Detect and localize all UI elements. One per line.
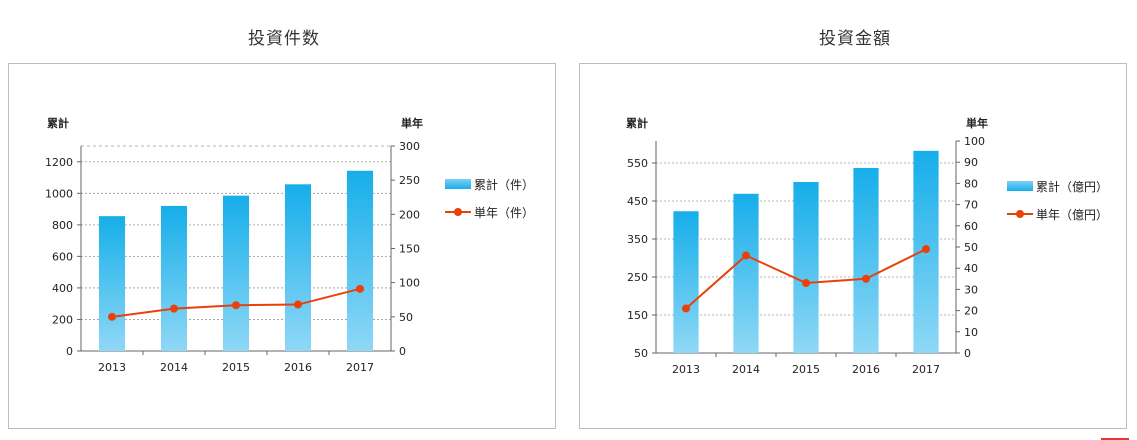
y2-tick-label: 0: [964, 347, 971, 360]
bar-2016: [853, 167, 879, 353]
corner-accent-mark: [1101, 438, 1129, 440]
y2-tick-label: 90: [964, 156, 978, 169]
y-tick-label: 0: [66, 345, 73, 358]
legend-bar-swatch: [1007, 181, 1033, 191]
x-tick-label: 2016: [852, 363, 880, 376]
chart-title-investment-count: 投資件数: [248, 29, 320, 49]
legend-label-cumulative: 累計（件）: [474, 177, 535, 192]
y-tick-label: 600: [52, 250, 73, 263]
point-2015: [802, 279, 810, 288]
legend-bar-swatch: [445, 179, 471, 189]
bar-2014: [160, 205, 188, 351]
legend-investment-count: 累計（件） 単年（件）: [445, 174, 534, 230]
y2-tick-label: 70: [964, 199, 978, 212]
chart-investment-count: 累計 単年 0 200 400 600 800 1000 1200 0 50 100 150 200 250…: [45, 116, 423, 374]
bar-2013: [673, 211, 699, 353]
y2-tick-label: 200: [399, 208, 420, 221]
bar-2015: [793, 182, 819, 353]
y2-tick-label: 100: [399, 277, 420, 290]
bar-2015: [222, 195, 250, 351]
y-tick-label: 1000: [45, 187, 73, 200]
legend-label-annual: 単年（億円）: [1036, 207, 1109, 222]
y2-tick-label: 60: [964, 220, 978, 233]
y-tick-label: 1200: [45, 156, 73, 169]
y-tick-label: 450: [627, 195, 648, 208]
y2-tick-label: 10: [964, 326, 978, 339]
bar-2014: [733, 193, 759, 353]
y-axis-title-left: 累計: [47, 116, 69, 130]
y2-tick-label: 100: [964, 135, 985, 148]
x-tick-label: 2015: [792, 363, 820, 376]
legend-item-annual: 単年（件）: [445, 202, 534, 222]
legend-investment-amount: 累計（億円） 単年（億円）: [1007, 176, 1108, 232]
y2-tick-label: 300: [399, 140, 420, 153]
y-axis-title-left: 累計: [626, 116, 648, 130]
legend-label-annual: 単年（件）: [474, 205, 535, 220]
x-tick-label: 2017: [346, 361, 374, 374]
x-tick-label: 2014: [160, 361, 188, 374]
y-tick-label: 50: [634, 347, 648, 360]
point-2014: [742, 251, 750, 260]
x-tick-label: 2017: [912, 363, 940, 376]
legend-item-cumulative: 累計（件）: [445, 174, 534, 194]
y-tick-label: 200: [52, 313, 73, 326]
x-tick-label: 2013: [98, 361, 126, 374]
y-axis-title-right: 単年: [966, 116, 988, 130]
point-2014: [170, 304, 178, 313]
legend-item-annual: 単年（億円）: [1007, 204, 1108, 224]
chart-investment-amount: 累計 単年 50 150 250 350 450 550 0 10 20 30 40 50 60 70 80 90…: [626, 116, 988, 376]
point-2017: [922, 245, 930, 254]
y-tick-label: 250: [627, 271, 648, 284]
point-2013: [682, 304, 690, 313]
point-2015: [232, 301, 240, 310]
y2-tick-label: 50: [964, 241, 978, 254]
y-tick-label: 150: [627, 309, 648, 322]
x-tick-label: 2014: [732, 363, 760, 376]
point-2016: [862, 274, 870, 283]
bar-2017: [346, 170, 374, 351]
y-tick-label: 350: [627, 233, 648, 246]
legend-label-cumulative: 累計（億円）: [1036, 179, 1109, 194]
chart-panel-investment-amount: 累計 単年 50 150 250 350 450 550 0 10 20 30 40 50 60 70 80 90…: [579, 63, 1127, 429]
y2-tick-label: 50: [399, 311, 413, 324]
y2-tick-label: 40: [964, 262, 978, 275]
y2-tick-label: 150: [399, 243, 420, 256]
y-tick-label: 800: [52, 219, 73, 232]
y2-tick-label: 30: [964, 283, 978, 296]
y2-tick-label: 250: [399, 174, 420, 187]
legend-line-swatch: [445, 207, 471, 217]
legend-line-swatch: [1007, 209, 1033, 219]
y2-tick-label: 80: [964, 177, 978, 190]
point-2013: [108, 312, 116, 321]
chart-title-investment-amount: 投資金額: [819, 29, 891, 49]
bar-2013: [98, 216, 126, 351]
legend-item-cumulative: 累計（億円）: [1007, 176, 1108, 196]
x-tick-label: 2016: [284, 361, 312, 374]
x-tick-label: 2013: [672, 363, 700, 376]
point-2017: [356, 284, 364, 293]
y-axis-title-right: 単年: [401, 116, 423, 130]
y2-tick-label: 0: [399, 345, 406, 358]
y-tick-label: 550: [627, 157, 648, 170]
x-tick-label: 2015: [222, 361, 250, 374]
bar-2016: [284, 184, 312, 351]
point-2016: [294, 300, 302, 309]
y-tick-label: 400: [52, 282, 73, 295]
chart-panel-investment-count: 累計 単年 0 200 400 600 800 1000 1200 0 50 100 150 200 250…: [8, 63, 556, 429]
y2-tick-label: 20: [964, 305, 978, 318]
